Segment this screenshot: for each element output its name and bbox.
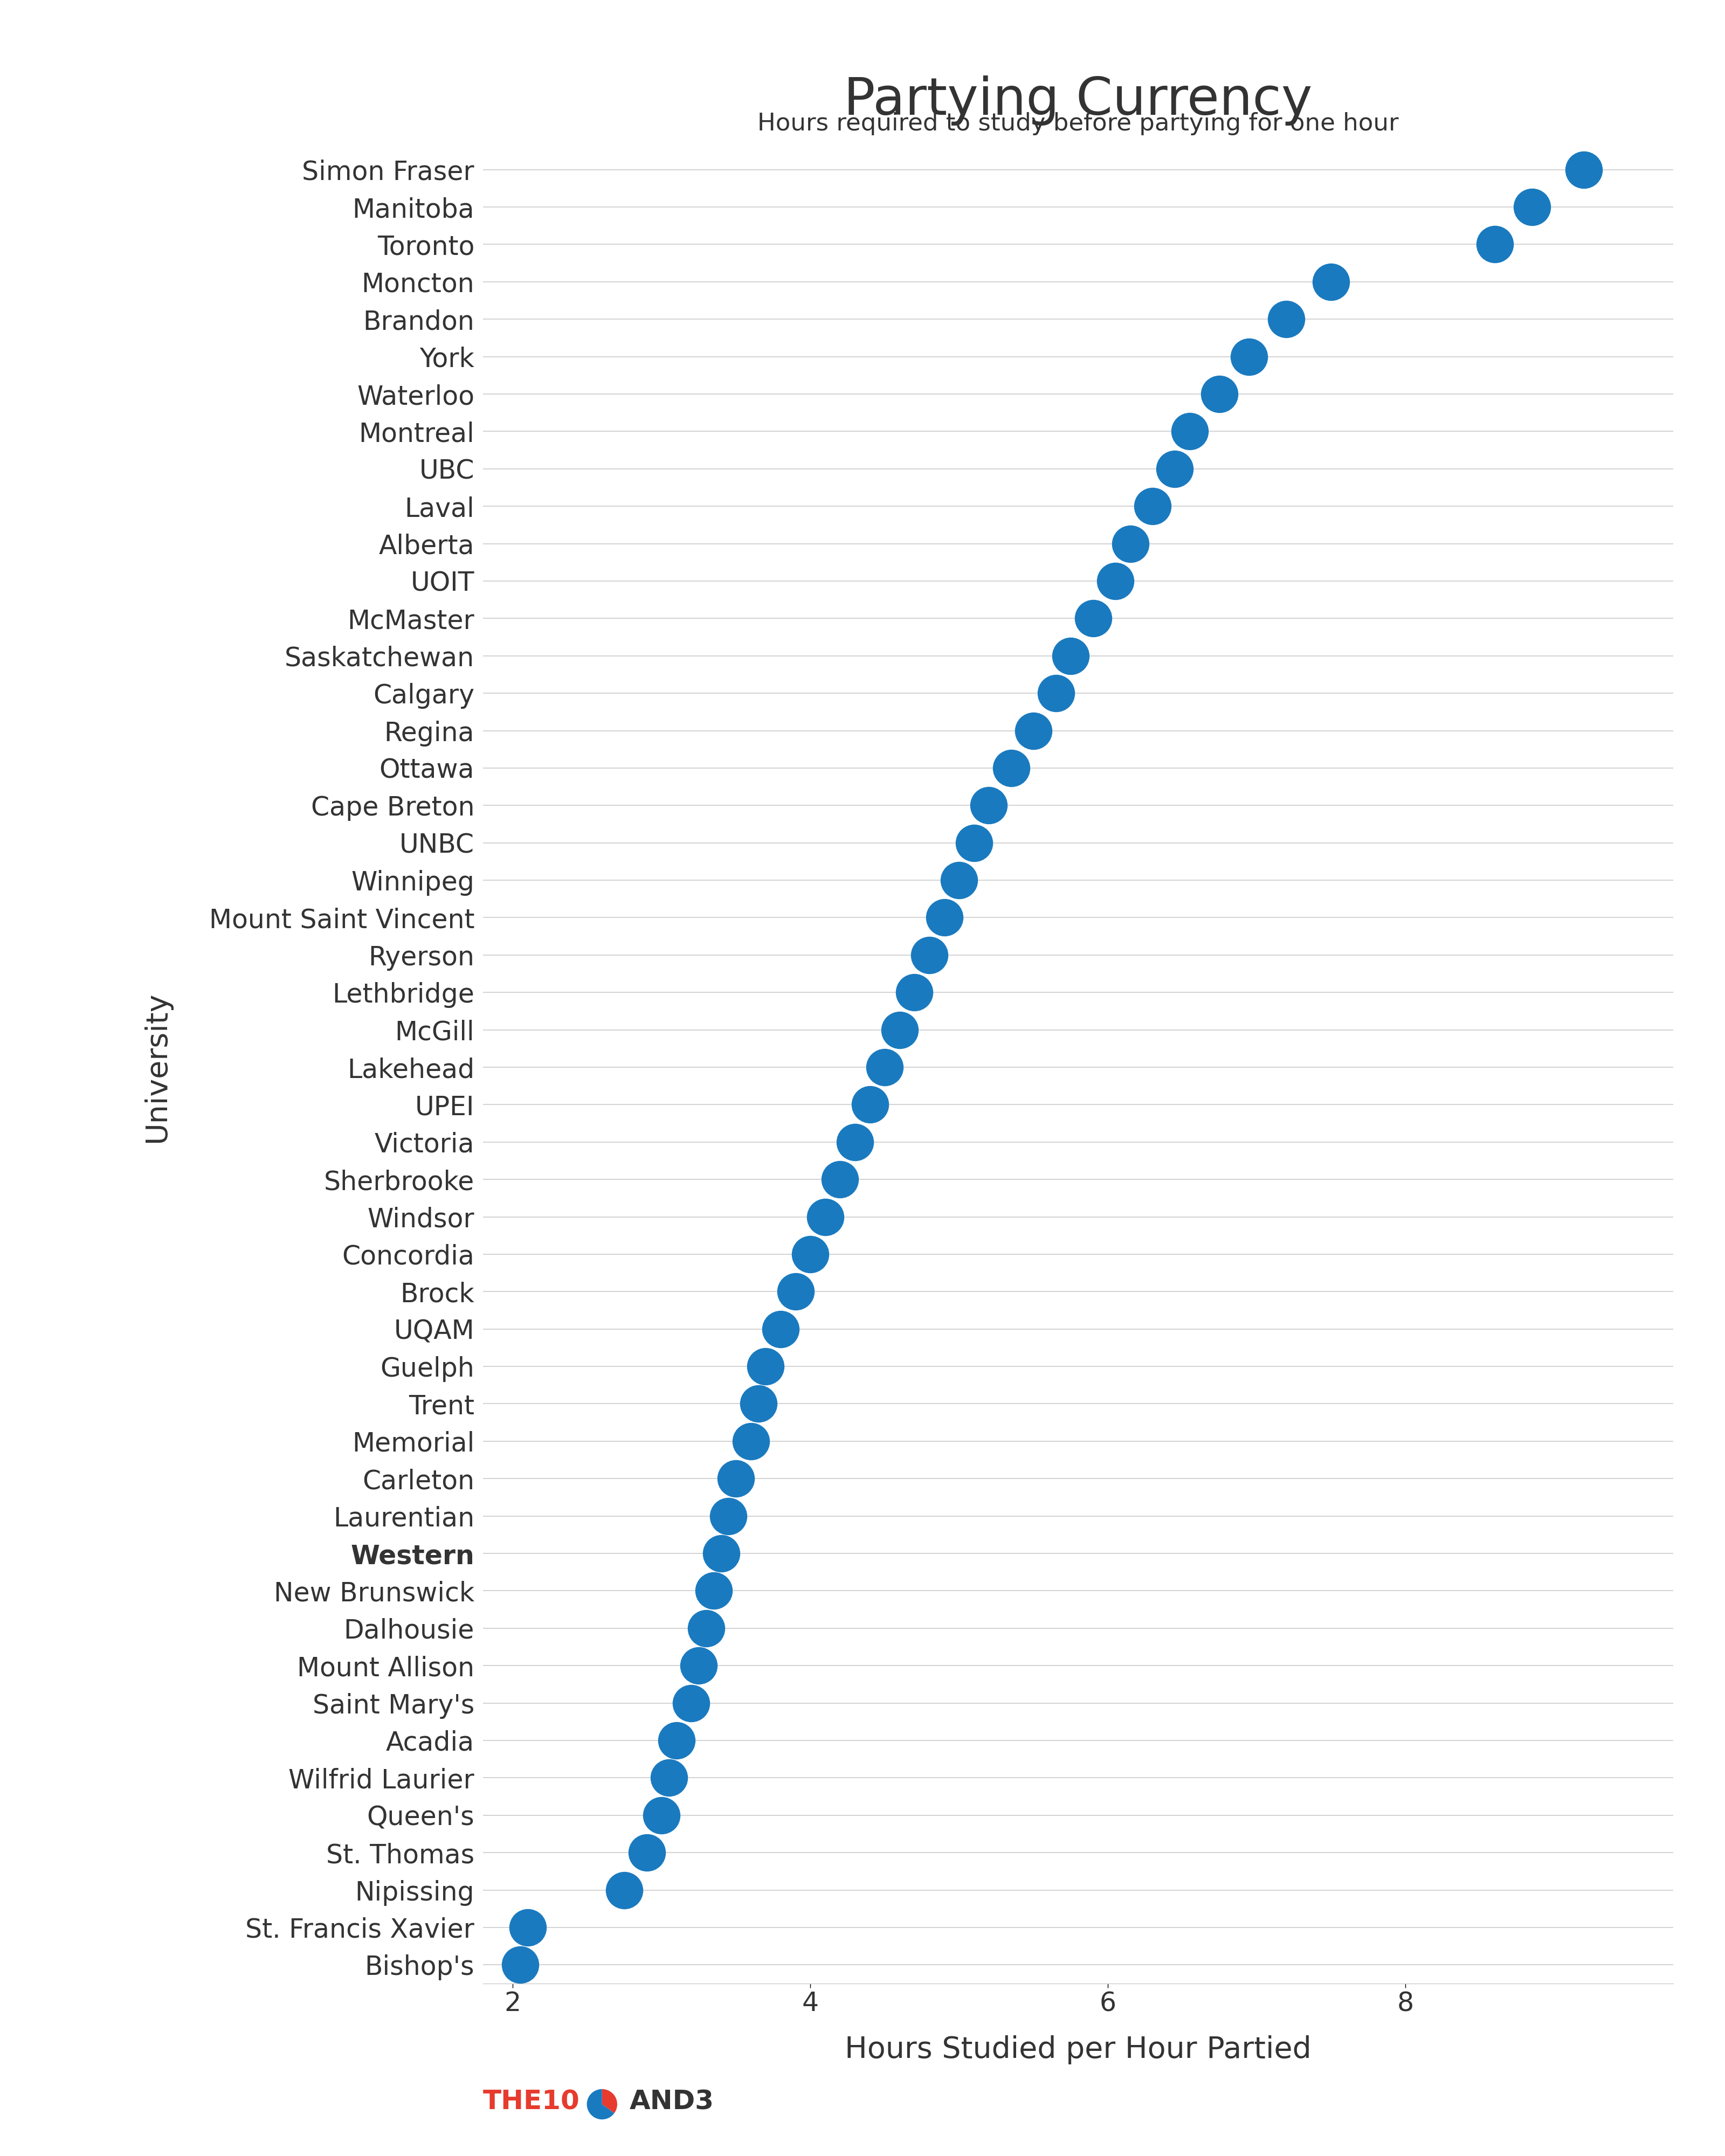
Point [871,1050,899,1084]
Point [700,1574,728,1608]
Point [1318,265,1346,300]
Point [1116,526,1144,561]
Point [649,1798,676,1833]
Point [1102,563,1130,597]
Point [723,1462,750,1496]
Point [611,1874,638,1908]
Point [1480,226,1508,261]
Y-axis label: University: University [143,992,171,1143]
X-axis label: Hours Studied per Hour Partied: Hours Studied per Hour Partied [845,2035,1311,2063]
Point [656,1761,683,1796]
Point [1518,190,1546,224]
Point [975,789,1002,824]
Point [714,1498,742,1533]
Point [685,1649,712,1684]
Point [1057,638,1085,673]
Point [856,1087,883,1121]
Point [842,1125,869,1160]
Point [930,901,957,936]
Point [752,1350,780,1384]
Text: Hours required to study before partying for one hour: Hours required to study before partying … [757,112,1399,136]
Point [887,1013,914,1048]
Point [811,1199,838,1233]
Point [1019,714,1047,748]
Point [1273,302,1301,336]
Point [707,1537,735,1572]
Text: Partying Currency: Partying Currency [844,75,1313,125]
Point [633,1835,661,1869]
Point [826,1162,854,1197]
Wedge shape [602,2089,618,2113]
Point [1176,414,1204,448]
Point [961,826,988,860]
Text: THE10: THE10 [483,2089,580,2115]
Point [1080,602,1107,636]
Point [507,1947,535,1981]
Point [737,1423,764,1457]
Point [514,1910,542,1945]
Point [766,1311,794,1345]
Point [1570,153,1597,188]
Point [997,750,1025,785]
Point [1042,677,1070,711]
Wedge shape [586,2089,614,2119]
Point [662,1723,690,1757]
Point [945,862,973,897]
Point [692,1611,719,1645]
Point [900,975,928,1009]
Text: AND3: AND3 [630,2089,714,2115]
Point [797,1238,825,1272]
Point [1138,489,1166,524]
Point [745,1386,773,1421]
Point [781,1274,809,1309]
Point [1161,451,1189,485]
Point [916,938,944,972]
Point [1206,377,1233,412]
Point [678,1686,706,1720]
Point [1235,338,1263,373]
